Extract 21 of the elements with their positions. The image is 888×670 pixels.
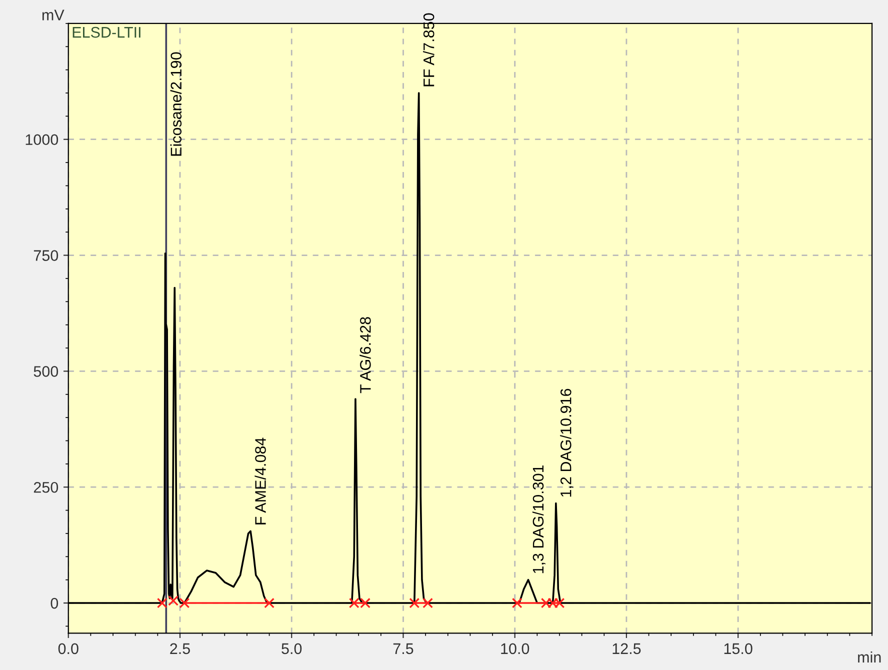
annotation: 1,2 DAG/10.916 (560, 388, 574, 497)
annotation: Eicosane/2.190 (170, 52, 182, 156)
annotation: 1,3 DAG/10.301 (532, 465, 546, 574)
y-tick-label: 1000 (26, 134, 58, 146)
y-tick-label: 250 (34, 482, 58, 493)
annotation: T AG/6.428 (360, 317, 371, 394)
x-tick-label: 2.5 (170, 643, 190, 654)
x-axis-title: min (858, 651, 881, 663)
x-tick-label: 10.0 (501, 643, 530, 654)
y-axis-title: mV (42, 10, 64, 20)
annotation: ELSD-LTII (72, 26, 140, 38)
x-tick-label: 5.0 (282, 643, 302, 654)
y-tick-label: 750 (34, 250, 58, 261)
y-tick-label: 500 (34, 366, 58, 377)
annotation: F AME/4.084 (254, 438, 266, 524)
y-tick-label: 0 (50, 598, 58, 609)
x-tick-label: 0.0 (58, 643, 78, 654)
x-tick-label: 7.5 (393, 643, 414, 654)
annotation: FF A/7.850 (423, 13, 434, 86)
x-tick-label: 12.5 (612, 643, 641, 654)
x-tick-label: 15.0 (724, 643, 752, 654)
